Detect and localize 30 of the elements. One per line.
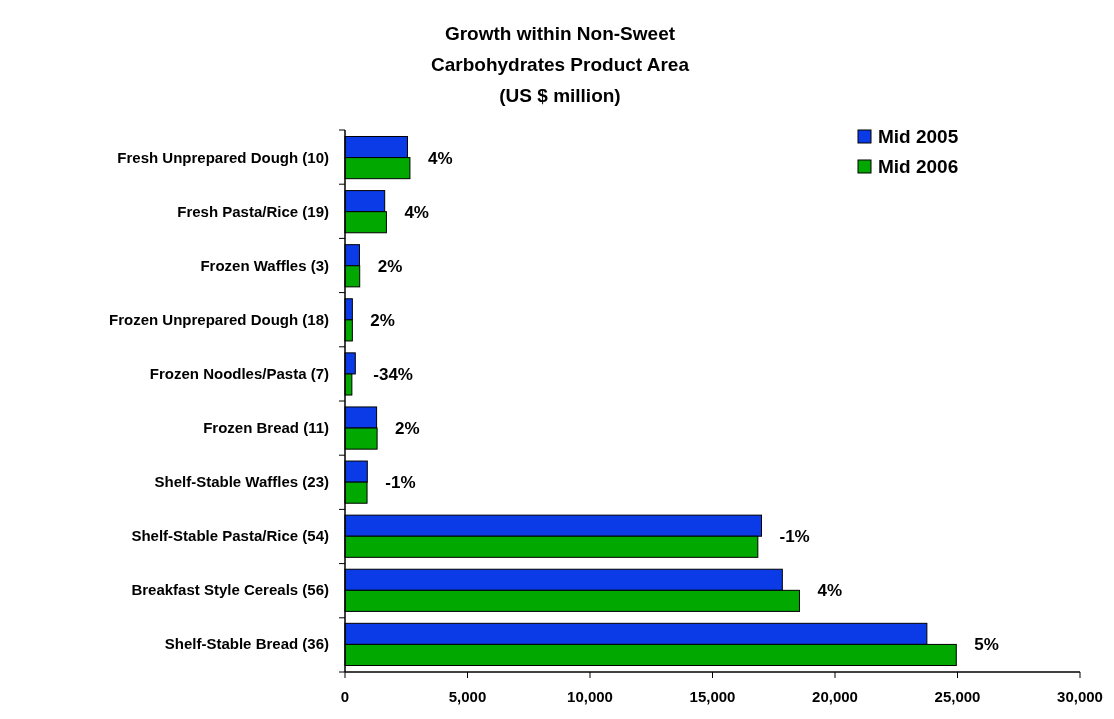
annotation: 5% [974,635,999,655]
annotation: -34% [373,364,413,384]
x-tick-label: 15,000 [689,688,736,705]
legend-label: Mid 2005 [878,126,959,147]
y-tick-label: Shelf-Stable Pasta/Rice (54) [131,527,329,545]
annotation: -1% [779,527,810,547]
annotation: 4% [404,202,429,222]
y-tick-label: Fresh Unprepared Dough (10) [117,148,329,166]
y-tick-label: Frozen Waffles (3) [200,256,329,274]
annotation: 2% [377,256,403,276]
y-tick-label: Frozen Unprepared Dough (18) [108,310,329,328]
y-tick-label: Fresh Pasta/Rice (19) [177,202,329,220]
x-tick-label: 25,000 [934,688,981,705]
x-tick-label: 5,000 [448,688,487,705]
y-tick-label: Shelf-Stable Waffles (23) [154,473,329,491]
annotation: 4% [427,148,453,168]
x-tick-label: 30,000 [1057,688,1103,705]
x-tick-label: 10,000 [567,688,613,705]
y-tick-label: Shelf-Stable Bread (36) [164,635,329,653]
y-tick-label: Frozen Noodles/Pasta (7) [149,364,329,382]
x-tick-label: 20,000 [812,688,858,705]
chart-title: Growth within Non-Sweet Carbohydrates Product Area (US $ million) [431,23,690,106]
x-tick-label: 0 [340,688,350,705]
annotation: 2% [370,310,395,330]
annotation: 2% [395,419,420,439]
annotation: 4% [817,581,843,601]
y-tick-label: Frozen Bread (11) [203,419,329,437]
legend-label: Mid 2006 [878,156,959,177]
y-tick-label: Breakfast Style Cereals (56) [131,581,329,599]
annotation: -1% [385,473,416,493]
